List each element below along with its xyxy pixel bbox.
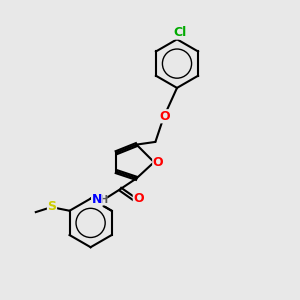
Text: O: O [133,192,144,205]
Text: H: H [99,195,107,205]
Text: O: O [153,156,164,169]
Text: Cl: Cl [173,26,186,39]
Text: S: S [47,200,56,213]
Text: N: N [92,194,102,206]
Text: O: O [160,110,170,123]
